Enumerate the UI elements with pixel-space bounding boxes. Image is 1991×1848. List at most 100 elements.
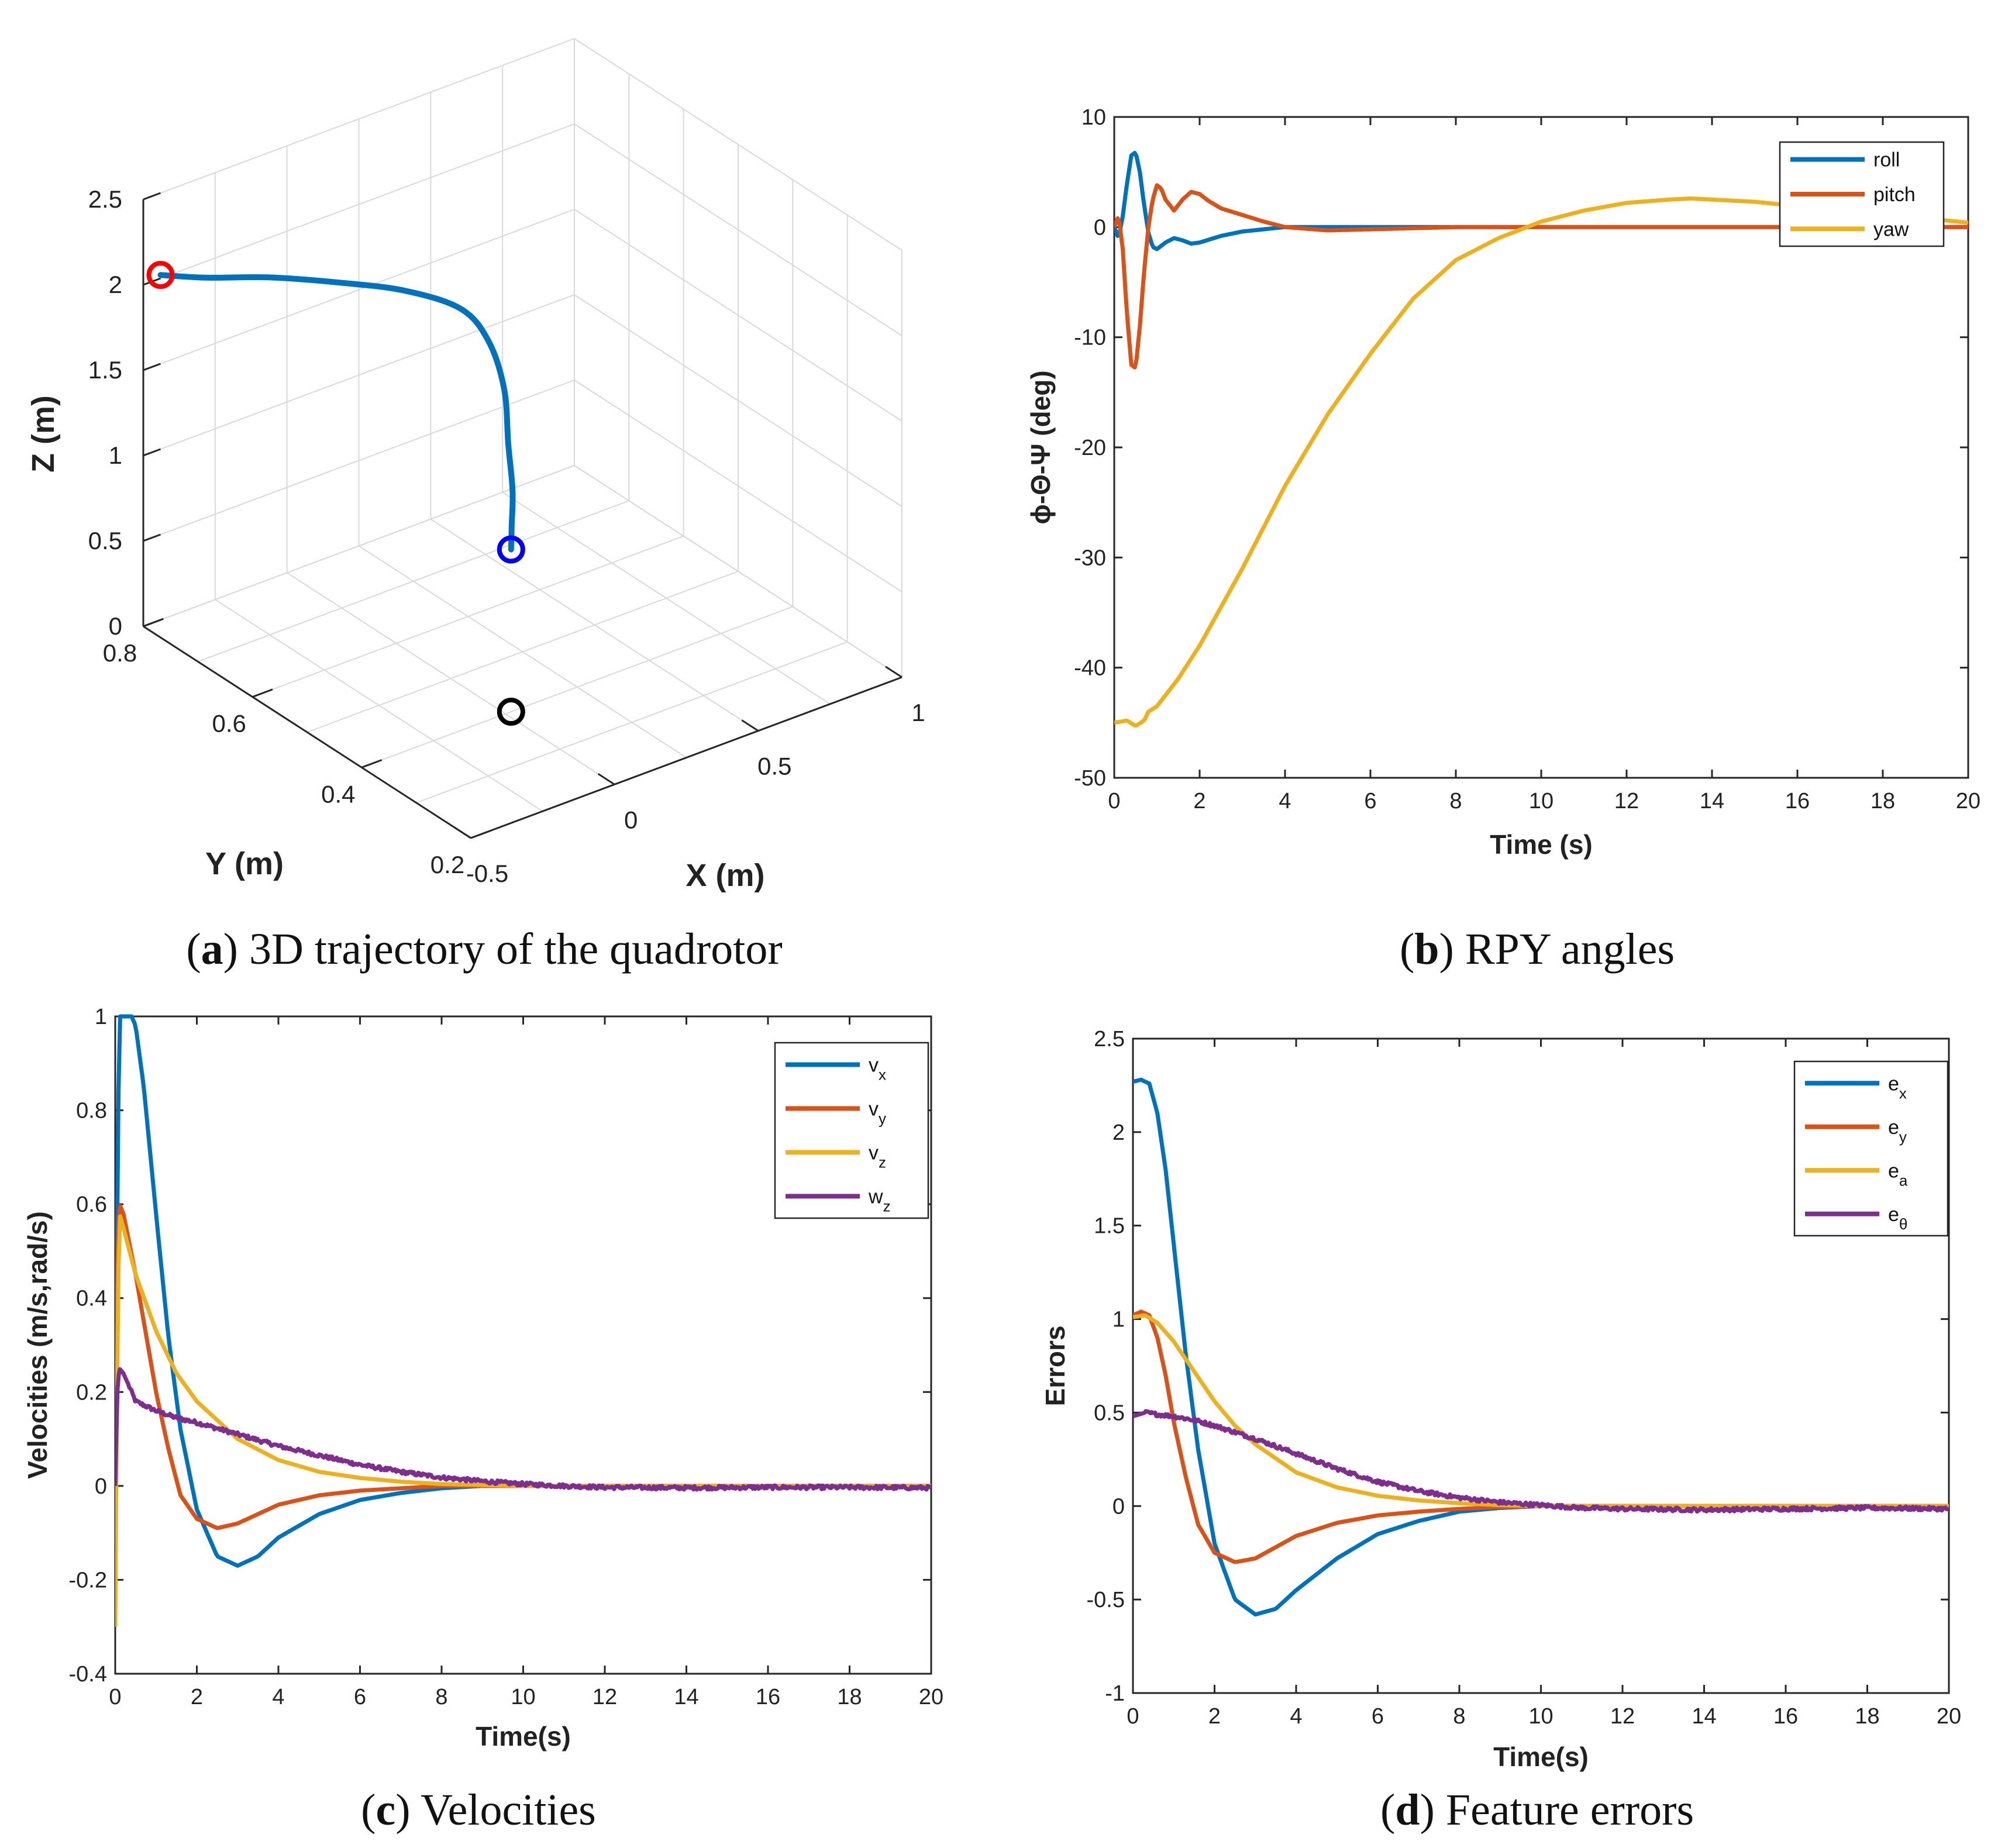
z-tick bbox=[143, 448, 161, 457]
x-tick-label: 12 bbox=[593, 1685, 617, 1709]
caption-c: (c) Velocities bbox=[361, 1785, 596, 1835]
grid-back-z bbox=[143, 209, 575, 371]
caption-b: (b) RPY angles bbox=[1400, 925, 1675, 974]
legend-label-ey: ey bbox=[1888, 1116, 1907, 1146]
x-tick-label: 0 bbox=[1127, 1704, 1139, 1729]
y-tick-label: 0.6 bbox=[76, 1192, 107, 1217]
legend-label-ea: ea bbox=[1888, 1160, 1908, 1189]
legend-box bbox=[774, 1042, 929, 1219]
legend-label-yaw: yaw bbox=[1873, 218, 1909, 240]
legend-label-vy: vy bbox=[869, 1098, 886, 1128]
y-tick bbox=[470, 829, 491, 839]
y-tick-label: 2.5 bbox=[1094, 1027, 1125, 1051]
panel-feature-errors: 0 2 4 6 8 10 12 14 16 18 20 -1 -0.5 0 0.5 1 1.5 2 2.5 Time(… bbox=[1040, 1027, 1961, 1772]
x-tick-label: 20 bbox=[1937, 1704, 1961, 1729]
x-tick-label: 0 bbox=[1108, 789, 1120, 813]
grid-side-z bbox=[574, 38, 903, 251]
grid-side-z bbox=[574, 123, 903, 336]
legend-label-pitch: pitch bbox=[1873, 184, 1916, 206]
z-tick-label: 1.5 bbox=[88, 356, 122, 384]
x-axis-label: Time (s) bbox=[1490, 829, 1593, 860]
x-tick bbox=[454, 826, 471, 839]
x-tick-label: 12 bbox=[1614, 789, 1639, 813]
x-tick-label: 16 bbox=[756, 1685, 780, 1709]
z-axis-label: Z (m) bbox=[26, 395, 61, 473]
z-tick bbox=[143, 533, 161, 542]
x-tick-label: 2 bbox=[191, 1685, 203, 1709]
x-tick-label: 4 bbox=[272, 1685, 284, 1709]
x-tick-label: 16 bbox=[1785, 789, 1810, 813]
y-tick-label: -0.5 bbox=[1087, 1588, 1125, 1612]
y-tick bbox=[252, 688, 273, 698]
y-tick-label: 0.8 bbox=[76, 1099, 107, 1123]
x-tick bbox=[597, 773, 615, 785]
x-axis-label: X (m) bbox=[686, 858, 765, 893]
x-tick-label: 16 bbox=[1773, 1704, 1798, 1729]
x-tick-label: 0.5 bbox=[757, 753, 791, 780]
y-tick-label: -0.2 bbox=[69, 1568, 107, 1592]
x-tick-label: 8 bbox=[1453, 1704, 1465, 1729]
grid-floor-y bbox=[197, 500, 629, 663]
grid-side-z bbox=[574, 380, 903, 592]
marker-ground bbox=[497, 698, 525, 726]
x-tick-label: 8 bbox=[1449, 789, 1462, 813]
legend-label-vx: vx bbox=[869, 1054, 886, 1084]
y-tick-label: -0.4 bbox=[69, 1662, 107, 1687]
z-tick-label: 0 bbox=[109, 612, 122, 640]
x-tick-label: -0.5 bbox=[466, 860, 508, 887]
panel-rpy-angles: 0 2 4 6 8 10 12 14 16 18 20 -50 -40 -30 -20 -10 0 10 Time … bbox=[1025, 105, 1980, 860]
x-tick-label: 6 bbox=[1364, 789, 1376, 813]
marker-start bbox=[146, 261, 175, 289]
grid-back-z bbox=[143, 38, 575, 200]
grid-floor-y bbox=[306, 571, 739, 733]
x-tick-label: 6 bbox=[354, 1685, 366, 1709]
y-tick-label: 1 bbox=[1112, 1308, 1125, 1332]
legend-label-wz: wz bbox=[868, 1186, 891, 1215]
y-tick-label: 10 bbox=[1081, 105, 1106, 130]
y-tick-label: 1 bbox=[95, 1005, 107, 1029]
caption-a: (a) 3D trajectory of the quadrotor bbox=[186, 925, 782, 974]
y-tick-label: 0.5 bbox=[1094, 1401, 1125, 1425]
x-tick-label: 10 bbox=[511, 1685, 535, 1709]
x-tick-label: 4 bbox=[1279, 789, 1291, 813]
caption-d: (d) Feature errors bbox=[1380, 1785, 1694, 1835]
legend-box bbox=[1793, 1060, 1949, 1237]
grid-side-z bbox=[574, 465, 903, 678]
x-tick-label: 10 bbox=[1528, 1704, 1553, 1729]
y-tick bbox=[361, 759, 383, 768]
grid-back-z bbox=[143, 465, 575, 627]
legend-label-roll: roll bbox=[1873, 149, 1900, 171]
z-tick bbox=[143, 363, 161, 371]
grid-floor-y bbox=[361, 606, 793, 768]
legend-label-ex: ex bbox=[1888, 1073, 1907, 1102]
z-tick bbox=[143, 192, 161, 201]
y-tick-label: 0.2 bbox=[76, 1380, 107, 1405]
y-tick-label: 0 bbox=[95, 1474, 107, 1499]
y-axis-label: Errors bbox=[1040, 1325, 1070, 1406]
y-tick-label: -40 bbox=[1074, 656, 1106, 681]
x-tick-label: 18 bbox=[1871, 789, 1895, 813]
y-tick-label: 0.4 bbox=[76, 1287, 107, 1311]
x-tick-label: 2 bbox=[1208, 1704, 1221, 1729]
grid-side-z bbox=[574, 294, 903, 507]
z-tick-label: 2 bbox=[109, 271, 122, 298]
trajectory-line bbox=[157, 272, 516, 553]
y-tick-label: -20 bbox=[1074, 436, 1106, 460]
legend-label-etheta: eθ bbox=[1888, 1204, 1907, 1233]
x-tick bbox=[741, 719, 759, 732]
grid-back-z bbox=[143, 123, 575, 285]
x-tick-label: 6 bbox=[1372, 1704, 1384, 1729]
x-tick-label: 8 bbox=[435, 1685, 447, 1709]
y-tick-label: -30 bbox=[1074, 546, 1106, 570]
legend-label-vz: vz bbox=[869, 1142, 886, 1171]
x-tick-label: 14 bbox=[1700, 789, 1724, 813]
x-tick-label: 14 bbox=[1692, 1704, 1716, 1729]
y-axis-line bbox=[143, 625, 471, 839]
z-tick-label: 0.5 bbox=[88, 527, 122, 554]
y-axis-label: ϕ-Θ-Ψ (deg) bbox=[1025, 370, 1056, 524]
x-tick-label: 4 bbox=[1290, 1704, 1302, 1729]
series-wz bbox=[115, 1367, 931, 1492]
y-tick-label: 0 bbox=[1112, 1494, 1125, 1519]
z-tick-label: 1 bbox=[109, 442, 122, 469]
